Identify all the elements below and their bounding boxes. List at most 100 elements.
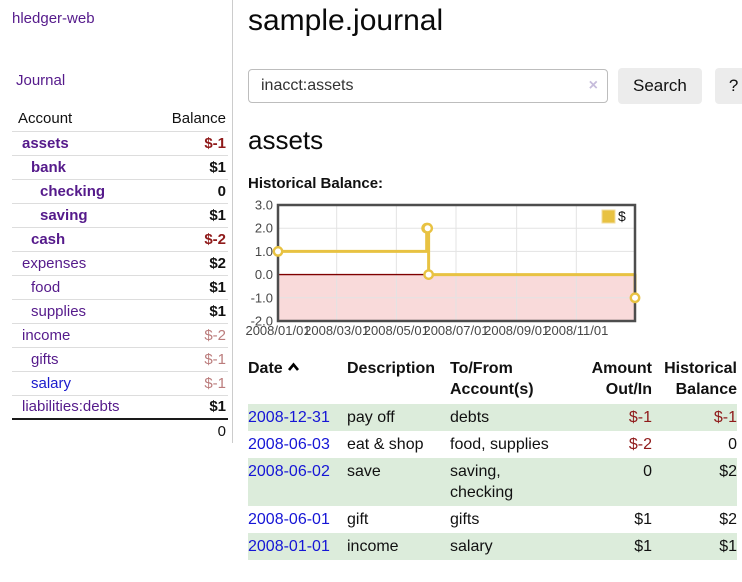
description-column-header: Description <box>347 360 436 377</box>
account-page-title: assets <box>248 125 324 155</box>
search-bar: × Search ? <box>248 68 742 104</box>
account-link-checking[interactable]: checking <box>40 182 106 200</box>
balance-column-header: Historical Balance <box>664 360 737 398</box>
transaction-amount: $-1 <box>628 409 652 426</box>
sidebar: hledger-web Journal Account Balance asse… <box>0 0 233 443</box>
transaction-row: 2008-06-02 save saving, checking 0 $2 <box>248 458 737 506</box>
transaction-row: 2008-06-01 gift gifts $1 $2 <box>248 506 737 533</box>
account-total-balance: 0 <box>148 418 228 443</box>
transaction-accounts: food, supplies <box>450 436 549 453</box>
account-link-liabilities-debts[interactable]: liabilities:debts <box>22 398 120 416</box>
account-link-income[interactable]: income <box>22 326 71 344</box>
account-row: income $-2 <box>12 322 228 347</box>
transaction-amount: $1 <box>634 538 652 555</box>
svg-text:3.0: 3.0 <box>255 198 273 213</box>
transaction-balance: $2 <box>719 463 737 480</box>
help-button[interactable]: ? <box>714 68 742 104</box>
account-row: liabilities:debts $1 <box>12 394 228 419</box>
transaction-date-link[interactable]: 2008-06-01 <box>248 511 330 528</box>
account-row: assets $-1 <box>12 130 228 155</box>
account-total-row: 0 <box>12 418 228 443</box>
page-title: sample.journal <box>248 4 444 37</box>
transaction-description: eat & shop <box>347 436 424 453</box>
search-input[interactable] <box>248 69 608 103</box>
transaction-amount: 0 <box>643 463 652 480</box>
svg-text:$: $ <box>618 208 626 224</box>
transaction-date-link[interactable]: 2008-01-01 <box>248 538 330 555</box>
account-link-expenses[interactable]: expenses <box>22 254 87 272</box>
transaction-description: gift <box>347 511 369 528</box>
account-balance: $-2 <box>148 226 228 251</box>
svg-text:2008/03/01: 2008/03/01 <box>304 323 369 338</box>
account-balance: $-1 <box>148 346 228 371</box>
app-title: hledger-web <box>12 10 95 27</box>
account-row: saving $1 <box>12 202 228 227</box>
account-link-salary[interactable]: salary <box>31 374 72 392</box>
svg-text:2008/11/01: 2008/11/01 <box>544 323 608 338</box>
transaction-amount: $1 <box>634 511 652 528</box>
transaction-accounts: salary <box>450 538 493 555</box>
transaction-description: save <box>347 463 381 480</box>
account-link-cash[interactable]: cash <box>31 230 66 248</box>
account-column-header: Account <box>18 110 73 128</box>
transaction-accounts: debts <box>450 409 490 426</box>
clear-search-icon[interactable]: × <box>588 77 598 94</box>
svg-text:2.0: 2.0 <box>255 221 273 236</box>
account-balance: $1 <box>148 394 228 419</box>
account-row: salary $-1 <box>12 370 228 395</box>
chart-title: Historical Balance: <box>248 175 384 192</box>
account-row: expenses $2 <box>12 250 228 275</box>
account-link-assets[interactable]: assets <box>22 134 69 152</box>
transaction-date-link[interactable]: 2008-06-02 <box>248 463 330 480</box>
balance-column-header: Balance <box>171 110 226 128</box>
svg-text:2008/07/01: 2008/07/01 <box>423 323 488 338</box>
account-link-supplies[interactable]: supplies <box>31 302 87 320</box>
transaction-date-link[interactable]: 2008-06-03 <box>248 436 330 453</box>
sort-asc-icon <box>287 358 300 379</box>
account-row: food $1 <box>12 274 228 299</box>
search-button[interactable]: Search <box>618 68 702 104</box>
account-balance: 0 <box>148 178 228 203</box>
svg-text:2008/09/01: 2008/09/01 <box>484 323 549 338</box>
transaction-amount: $-2 <box>628 436 652 453</box>
transaction-accounts: gifts <box>450 511 480 528</box>
account-balance: $1 <box>148 202 228 227</box>
svg-text:2008/05/01: 2008/05/01 <box>364 323 429 338</box>
transaction-description: pay off <box>347 409 395 426</box>
account-row: checking 0 <box>12 178 228 203</box>
account-balance: $1 <box>148 154 228 179</box>
account-table-header: Account Balance <box>12 107 228 131</box>
amount-column-header: Amount Out/In <box>591 360 652 398</box>
accounts-column-header: To/From Account(s) <box>450 360 534 398</box>
account-link-food[interactable]: food <box>31 278 61 296</box>
account-balance: $1 <box>148 298 228 323</box>
account-link-saving[interactable]: saving <box>40 206 88 224</box>
account-row: supplies $1 <box>12 298 228 323</box>
transaction-row: 2008-12-31 pay off debts $-1 $-1 <box>248 404 737 431</box>
sidebar-item-journal[interactable]: Journal <box>16 72 66 89</box>
transaction-balance: 0 <box>728 436 737 453</box>
account-link-gifts[interactable]: gifts <box>31 350 59 368</box>
main-content: sample.journal × Search ? assets Histori… <box>233 0 742 560</box>
svg-text:-1.0: -1.0 <box>251 290 273 305</box>
account-balance: $1 <box>148 274 228 299</box>
transaction-date-link[interactable]: 2008-12-31 <box>248 409 330 426</box>
account-row: gifts $-1 <box>12 346 228 371</box>
svg-text:-2.0: -2.0 <box>251 314 273 329</box>
account-balance: $-1 <box>148 370 228 395</box>
transaction-accounts: saving, checking <box>450 463 514 501</box>
register-header-row: Date Description To/From Account(s) Amou… <box>248 358 737 404</box>
account-row: cash $-2 <box>12 226 228 251</box>
chart-canvas: $3.0 2.0 1.0 0.0 -1.0 -2.02008/01/012008/03/0… <box>245 198 641 338</box>
account-link-bank[interactable]: bank <box>31 158 67 176</box>
transaction-row: 2008-01-01 income salary $1 $1 <box>248 533 737 560</box>
account-balance: $2 <box>148 250 228 275</box>
transaction-balance: $1 <box>719 538 737 555</box>
date-column-header[interactable]: Date <box>248 358 347 404</box>
transaction-description: income <box>347 538 399 555</box>
account-row: bank $1 <box>12 154 228 179</box>
svg-text:1.0: 1.0 <box>255 244 273 259</box>
historical-balance-chart: $3.0 2.0 1.0 0.0 -1.0 -2.0 2008/01/01 2008/03/0… <box>245 198 742 340</box>
account-balance: $-1 <box>148 130 228 155</box>
transaction-balance: $2 <box>719 511 737 528</box>
